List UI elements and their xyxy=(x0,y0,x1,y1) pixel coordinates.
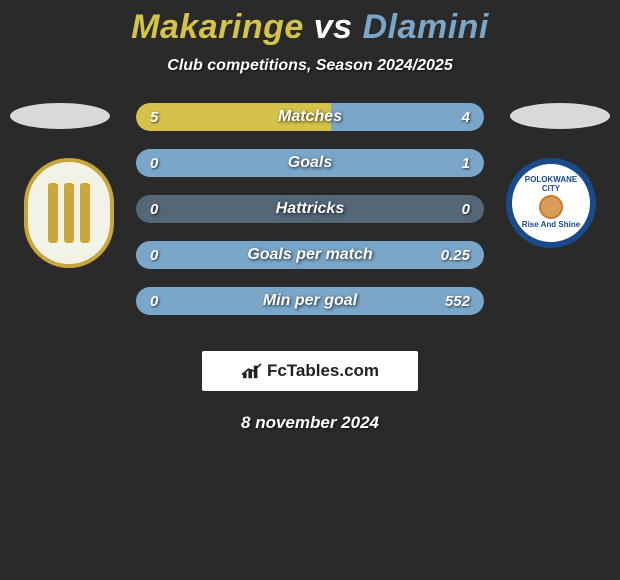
stat-rows-container: 54Matches01Goals00Hattricks00.25Goals pe… xyxy=(136,103,484,315)
stat-row: 54Matches xyxy=(136,103,484,131)
stat-row: 01Goals xyxy=(136,149,484,177)
stat-fill-right xyxy=(136,241,484,269)
shadow-ellipse-left xyxy=(10,103,110,129)
brand-text: FcTables.com xyxy=(267,361,379,381)
club-logo-right: POLOKWANE CITY Rise And Shine xyxy=(506,158,596,248)
stat-label: Hattricks xyxy=(136,195,484,223)
stat-value-right: 552 xyxy=(445,287,470,315)
stat-value-left: 0 xyxy=(150,241,158,269)
stat-value-left: 0 xyxy=(150,149,158,177)
stat-fill-right xyxy=(136,149,484,177)
stat-row: 00.25Goals per match xyxy=(136,241,484,269)
stat-row: 0552Min per goal xyxy=(136,287,484,315)
title-vs: vs xyxy=(314,8,353,46)
soccer-ball-icon xyxy=(539,195,563,219)
stat-value-left: 0 xyxy=(150,195,158,223)
club-logo-right-text-bottom: Rise And Shine xyxy=(522,221,580,230)
club-logo-left xyxy=(24,158,114,268)
title-player-left: Makaringe xyxy=(131,8,304,46)
club-logo-right-text-top: POLOKWANE CITY xyxy=(516,176,586,194)
stat-value-right: 0 xyxy=(462,195,470,223)
title-player-right: Dlamini xyxy=(363,8,489,46)
comparison-chart: POLOKWANE CITY Rise And Shine 54Matches0… xyxy=(0,103,620,333)
stat-value-left: 0 xyxy=(150,287,158,315)
stat-value-right: 0.25 xyxy=(441,241,470,269)
stat-fill-right xyxy=(136,287,484,315)
shadow-ellipse-right xyxy=(510,103,610,129)
stat-value-left: 5 xyxy=(150,103,158,131)
club-logo-left-stripes xyxy=(48,183,90,243)
stat-value-right: 4 xyxy=(462,103,470,131)
stat-row: 0 0Hattricks xyxy=(136,195,484,223)
subtitle: Club competitions, Season 2024/2025 xyxy=(0,57,620,75)
stat-fill-left xyxy=(136,103,331,131)
footer-date: 8 november 2024 xyxy=(0,413,620,433)
page-title: Makaringe vs Dlamini xyxy=(0,0,620,47)
brand-badge: FcTables.com xyxy=(202,351,418,391)
stat-value-right: 1 xyxy=(462,149,470,177)
bar-chart-icon xyxy=(241,362,263,380)
